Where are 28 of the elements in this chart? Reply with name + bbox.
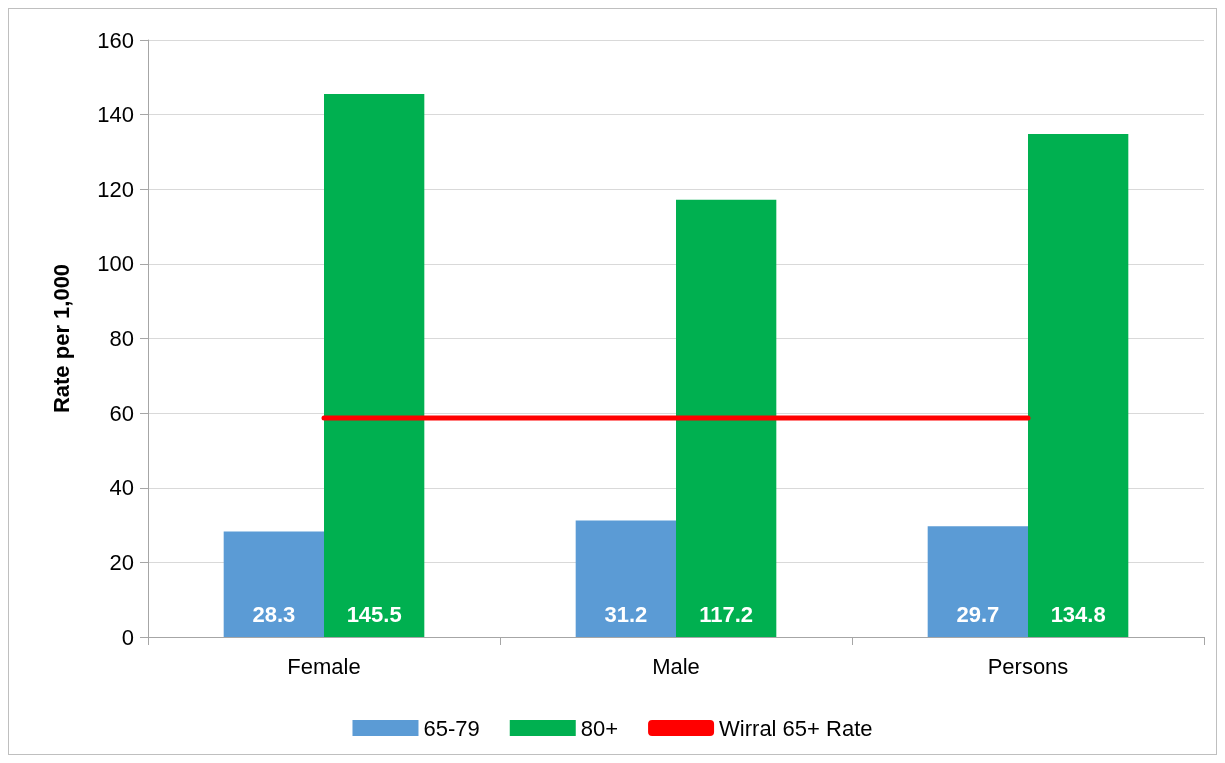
bar <box>1028 134 1129 637</box>
y-tick-label: 120 <box>97 176 134 202</box>
bar <box>676 199 777 637</box>
y-tick-label: 0 <box>121 624 134 650</box>
y-tick-label: 60 <box>109 400 134 426</box>
y-tick-label: 80 <box>109 326 134 351</box>
data-label: 145.5 <box>346 601 402 627</box>
bar <box>927 526 1028 637</box>
legend-label: Wirral 65+ Rate <box>719 715 873 741</box>
y-tick-label: 140 <box>97 102 134 128</box>
data-label: 31.2 <box>604 601 648 627</box>
x-tick-label: Female <box>287 653 361 679</box>
data-label: 28.3 <box>252 601 296 627</box>
bar <box>575 520 676 637</box>
bar <box>223 531 324 637</box>
data-label: 117.2 <box>699 601 754 627</box>
x-tick-label: Persons <box>987 653 1069 679</box>
legend-label: 65-79 <box>423 715 480 741</box>
y-tick-label: 160 <box>97 27 134 53</box>
bar <box>324 94 425 637</box>
data-label: 134.8 <box>1050 601 1106 627</box>
y-tick-label: 20 <box>109 549 134 575</box>
y-tick-label: 40 <box>109 475 134 501</box>
legend-label: 80+ <box>580 715 619 741</box>
data-label: 29.7 <box>956 601 1000 627</box>
y-axis-title: Rate per 1,000 <box>48 263 74 414</box>
x-tick-label: Male <box>652 653 700 679</box>
y-tick-label: 100 <box>97 251 134 277</box>
